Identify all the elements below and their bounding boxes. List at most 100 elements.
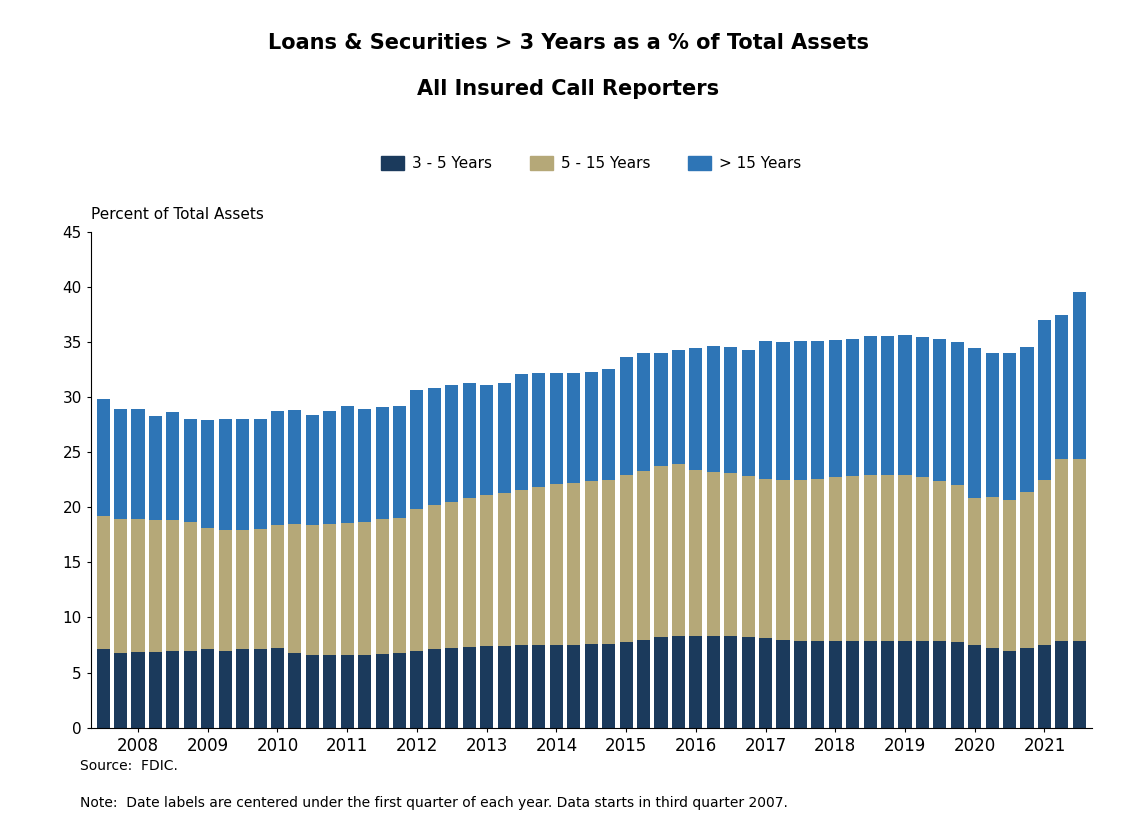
Bar [166,413,180,520]
Bar [201,649,214,728]
Bar [864,476,877,641]
Bar [637,353,650,471]
Bar [236,530,249,649]
Bar [254,529,266,649]
Bar [201,528,214,649]
Bar [584,480,598,644]
Bar [428,388,441,505]
Bar [498,493,511,646]
Bar [741,476,755,638]
Bar [689,470,703,636]
Bar [550,645,563,728]
Bar [463,383,475,499]
Bar [375,407,389,519]
Bar [341,655,354,728]
Bar [1003,353,1016,500]
Bar [114,653,127,728]
Bar [1021,492,1034,648]
Bar [1055,315,1069,459]
Bar [969,348,981,499]
Bar [829,340,841,477]
Text: All Insured Call Reporters: All Insured Call Reporters [417,79,720,98]
Bar [218,651,232,728]
Bar [898,335,912,476]
Bar [584,371,598,480]
Bar [864,337,877,476]
Bar [567,483,580,645]
Bar [655,353,667,466]
Bar [271,525,284,648]
Bar [132,409,144,519]
Bar [375,654,389,728]
Bar [515,374,528,490]
Bar [218,530,232,651]
Bar [1038,320,1051,480]
Bar [218,419,232,530]
Bar [794,341,807,480]
Bar [254,419,266,529]
Text: Note:  Date labels are centered under the first quarter of each year. Data start: Note: Date labels are centered under the… [80,796,788,810]
Bar [969,645,981,728]
Bar [1055,641,1069,728]
Bar [393,406,406,519]
Bar [1073,459,1086,641]
Bar [184,522,197,651]
Bar [933,480,946,641]
Bar [603,644,615,728]
Bar [323,523,337,655]
Bar [532,487,546,645]
Bar [986,497,998,648]
Bar [812,641,824,728]
Text: Percent of Total Assets: Percent of Total Assets [91,207,264,222]
Bar [463,499,475,648]
Bar [236,649,249,728]
Bar [132,652,144,728]
Bar [410,651,423,728]
Bar [149,652,161,728]
Bar [794,480,807,641]
Bar [323,411,337,523]
Bar [375,519,389,654]
Bar [463,648,475,728]
Bar [446,385,458,502]
Legend: 3 - 5 Years, 5 - 15 Years, > 15 Years: 3 - 5 Years, 5 - 15 Years, > 15 Years [375,150,807,177]
Bar [166,520,180,651]
Bar [846,338,860,476]
Bar [1021,347,1034,492]
Bar [881,641,894,728]
Bar [393,519,406,653]
Bar [724,473,737,636]
Bar [1021,648,1034,728]
Bar [149,520,161,652]
Bar [760,638,772,728]
Bar [637,471,650,639]
Bar [341,523,354,655]
Bar [898,476,912,641]
Bar [951,485,964,642]
Bar [846,641,860,728]
Bar [132,519,144,652]
Bar [184,651,197,728]
Bar [707,347,720,472]
Bar [446,648,458,728]
Bar [741,638,755,728]
Bar [289,523,301,653]
Bar [951,642,964,728]
Bar [1055,459,1069,641]
Bar [724,636,737,728]
Bar [655,638,667,728]
Bar [1003,500,1016,651]
Bar [829,641,841,728]
Bar [986,353,998,497]
Bar [864,641,877,728]
Bar [777,342,789,480]
Bar [933,641,946,728]
Bar [829,477,841,641]
Bar [655,466,667,638]
Bar [777,480,789,639]
Bar [741,350,755,476]
Text: Loans & Securities > 3 Years as a % of Total Assets: Loans & Securities > 3 Years as a % of T… [268,33,869,53]
Bar [881,337,894,476]
Bar [410,509,423,651]
Bar [760,479,772,638]
